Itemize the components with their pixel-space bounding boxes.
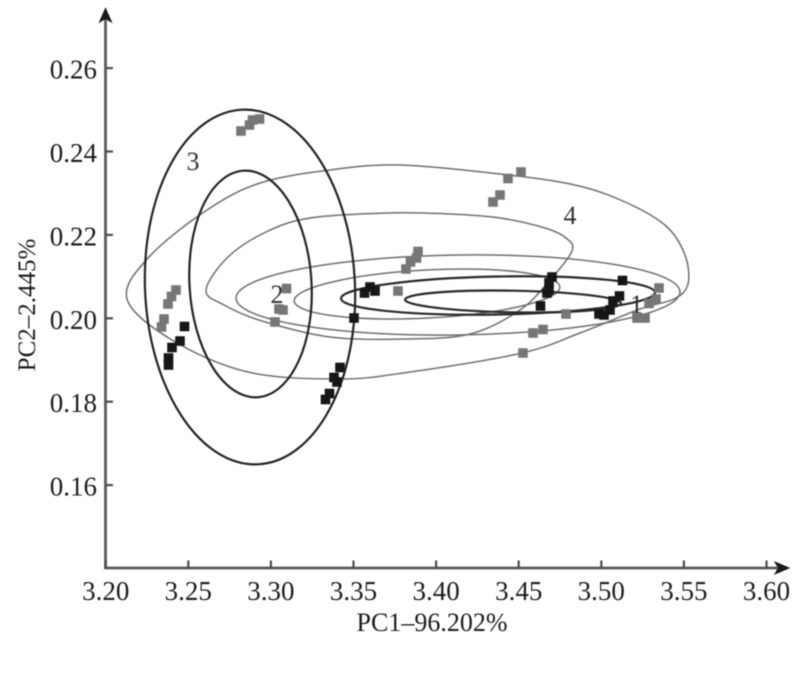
svg-text:3.40: 3.40: [412, 576, 459, 606]
svg-text:3.55: 3.55: [660, 576, 707, 606]
svg-text:3: 3: [187, 147, 200, 176]
svg-text:4: 4: [564, 201, 577, 230]
svg-text:3.35: 3.35: [330, 576, 377, 606]
svg-text:2: 2: [271, 280, 284, 309]
svg-text:1: 1: [630, 290, 643, 319]
svg-text:3.25: 3.25: [165, 576, 212, 606]
svg-text:3.50: 3.50: [578, 576, 625, 606]
svg-text:0.26: 0.26: [50, 55, 97, 85]
svg-text:0.22: 0.22: [50, 221, 97, 251]
svg-text:0.24: 0.24: [50, 138, 98, 168]
svg-text:3.45: 3.45: [495, 576, 542, 606]
svg-text:0.20: 0.20: [50, 305, 97, 335]
svg-text:0.16: 0.16: [50, 472, 97, 502]
svg-text:3.60: 3.60: [743, 576, 790, 606]
svg-text:PC2–2.445%: PC2–2.445%: [14, 239, 41, 372]
svg-text:PC1–96.202%: PC1–96.202%: [357, 608, 508, 637]
svg-text:3.30: 3.30: [247, 576, 294, 606]
svg-text:0.18: 0.18: [50, 388, 97, 418]
svg-text:3.20: 3.20: [82, 576, 129, 606]
